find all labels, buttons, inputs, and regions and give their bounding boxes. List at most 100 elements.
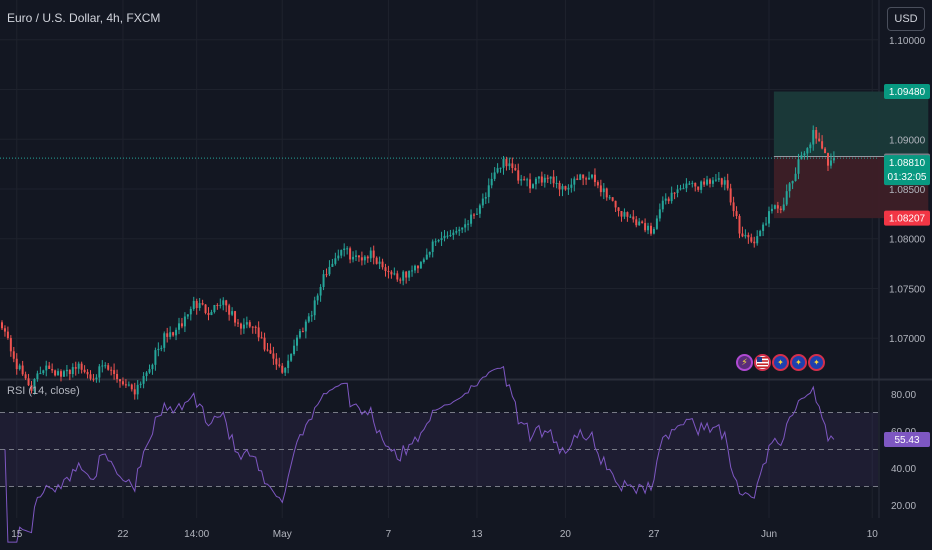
rsi-tick-label: 40.00 <box>891 464 916 475</box>
candle <box>195 300 198 308</box>
candle <box>703 181 706 185</box>
candle <box>172 332 175 336</box>
time-axis[interactable]: 15 22 14:00 May 7 13 20 27 Jun 10 <box>11 529 878 540</box>
eu-flag-icon[interactable]: ✦ <box>772 354 789 371</box>
candle <box>502 159 505 168</box>
candle <box>405 271 408 278</box>
candle <box>638 221 641 226</box>
candle <box>511 163 514 168</box>
candle <box>248 322 251 327</box>
candle <box>517 170 520 181</box>
price-tick-label: 1.09000 <box>889 135 926 146</box>
candle <box>154 350 157 365</box>
candle <box>496 168 499 173</box>
rsi-line <box>4 365 835 543</box>
time-tick-label: May <box>273 529 292 540</box>
candle <box>481 198 484 206</box>
candle <box>301 331 304 333</box>
lightning-icon[interactable]: ⚡ <box>736 354 753 371</box>
candle <box>549 176 552 179</box>
candle <box>682 188 685 190</box>
candle <box>428 251 431 255</box>
price-tick-label: 1.07000 <box>889 334 926 345</box>
candle <box>210 312 213 316</box>
us-flag-icon[interactable] <box>754 354 771 371</box>
candle <box>355 255 357 257</box>
candle <box>623 212 626 217</box>
candle <box>408 270 411 278</box>
candle <box>452 232 455 236</box>
candle <box>552 176 555 184</box>
candle <box>363 256 366 261</box>
candle <box>375 257 378 264</box>
candle <box>785 191 788 205</box>
candle <box>163 333 166 348</box>
candle <box>747 234 750 238</box>
candle <box>186 314 189 317</box>
candle <box>228 305 231 315</box>
candle <box>688 183 691 185</box>
rsi-value-bg <box>884 431 930 447</box>
candle <box>325 274 328 276</box>
time-tick-label: 22 <box>117 529 129 540</box>
candle <box>24 374 27 379</box>
candle <box>419 262 422 269</box>
candle <box>189 308 192 315</box>
candle <box>275 358 278 365</box>
candle <box>110 369 113 371</box>
candle <box>245 322 248 325</box>
candle <box>523 179 526 181</box>
candle <box>54 370 57 376</box>
candle <box>18 365 21 370</box>
candle <box>157 348 160 351</box>
candle <box>402 271 405 281</box>
take-profit-label: 1.09480 <box>889 87 926 98</box>
candle <box>139 383 142 385</box>
candle <box>416 265 419 269</box>
candle <box>381 261 384 268</box>
candle <box>611 197 614 201</box>
candle <box>369 250 372 259</box>
time-tick-label: 20 <box>560 529 572 540</box>
candle <box>508 163 511 167</box>
candle <box>821 141 824 149</box>
candle <box>717 178 720 180</box>
candle <box>655 218 658 229</box>
candle <box>596 182 599 186</box>
candle <box>175 329 178 336</box>
candle <box>473 214 475 216</box>
candle <box>573 178 576 185</box>
candle <box>744 234 747 237</box>
candle <box>591 174 593 178</box>
candle <box>269 350 272 354</box>
candle <box>658 209 661 219</box>
price-tick-label: 1.07500 <box>889 284 926 295</box>
candle <box>313 300 316 316</box>
candle <box>493 172 496 179</box>
time-tick-label: 27 <box>648 529 660 540</box>
candle <box>567 187 570 190</box>
candle <box>399 279 402 281</box>
candle <box>290 354 293 361</box>
candle <box>393 273 396 275</box>
candle <box>387 271 390 273</box>
candle <box>310 315 313 317</box>
candle <box>593 174 596 183</box>
candle <box>626 212 629 217</box>
candle <box>735 211 738 216</box>
candle <box>818 138 821 142</box>
candle <box>207 312 210 316</box>
candle <box>650 225 652 234</box>
eu-flag-icon[interactable]: ✦ <box>790 354 807 371</box>
candle <box>231 311 234 315</box>
candle <box>499 167 502 169</box>
candle <box>366 256 369 259</box>
eu-flag-icon[interactable]: ✦ <box>808 354 825 371</box>
candle <box>92 378 95 380</box>
candle <box>219 304 222 306</box>
currency-button[interactable]: USD <box>887 7 925 31</box>
candle <box>130 384 133 390</box>
candle <box>629 216 632 218</box>
candle <box>487 185 490 198</box>
